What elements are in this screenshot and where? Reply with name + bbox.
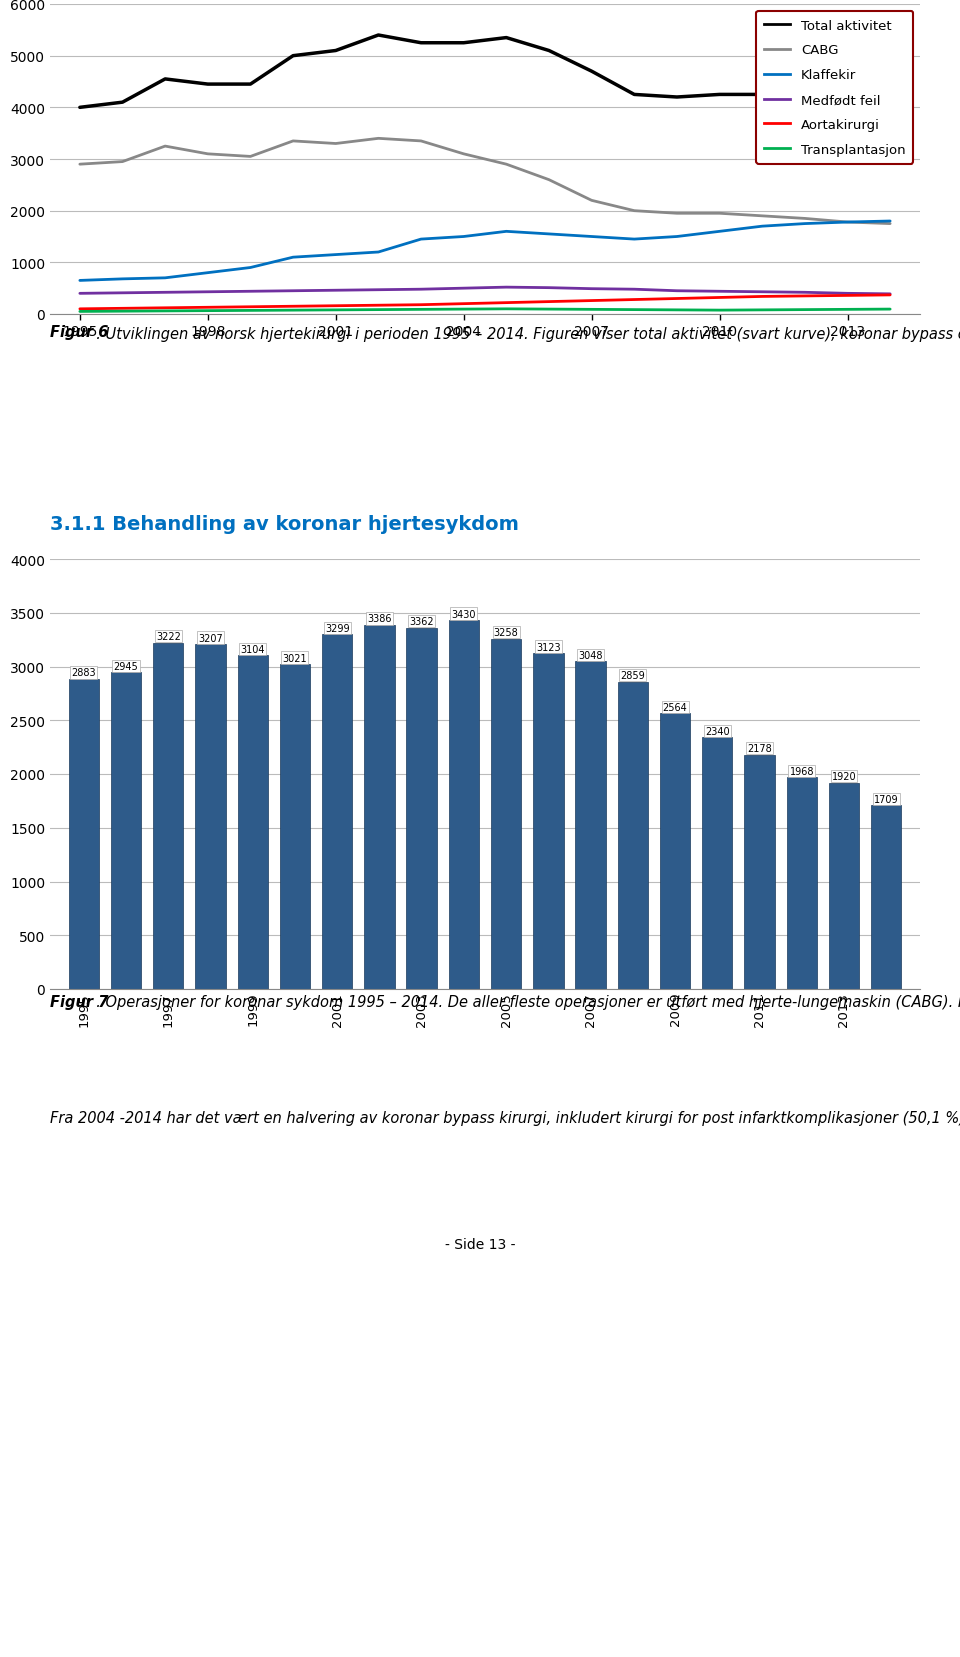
Bar (786, 779, 817, 989)
Text: Figur 6: Figur 6 (50, 325, 108, 340)
Text: 2564: 2564 (662, 703, 687, 713)
Text: . Utviklingen av norsk hjertekirurgi i perioden 1995 – 2014. Figuren viser total: . Utviklingen av norsk hjertekirurgi i p… (50, 325, 960, 341)
Text: 1968: 1968 (789, 767, 814, 777)
Bar (448, 621, 479, 989)
Legend: Total aktivitet, CABG, Klaffekir, Medfødt feil, Aortakirurgi, Transplantasjon: Total aktivitet, CABG, Klaffekir, Medfød… (756, 12, 913, 164)
Text: 3.1.1 Behandling av koronar hjertesykdom: 3.1.1 Behandling av koronar hjertesykdom (50, 515, 518, 534)
Bar (195, 645, 226, 989)
Text: . Operasjoner for koronar sykdom 1995 – 2014. De aller fleste operasjoner er utf: . Operasjoner for koronar sykdom 1995 – … (50, 994, 960, 1009)
Text: 3123: 3123 (536, 643, 561, 653)
Text: 3021: 3021 (282, 653, 307, 663)
Text: 1920: 1920 (831, 772, 856, 782)
Bar (744, 756, 775, 989)
Bar (828, 784, 859, 989)
Text: 1709: 1709 (874, 794, 899, 804)
Text: 3104: 3104 (240, 645, 265, 655)
Text: 3386: 3386 (367, 615, 392, 625)
Bar (279, 664, 310, 989)
Bar (491, 640, 521, 989)
Bar (237, 656, 268, 989)
Bar (533, 655, 564, 989)
Text: Figur 7: Figur 7 (50, 994, 108, 1009)
Text: 3207: 3207 (198, 633, 223, 643)
Bar (364, 626, 395, 989)
Bar (617, 683, 648, 989)
Text: Fra 2004 -2014 har det vært en halvering av koronar bypass kirurgi, inkludert ki: Fra 2004 -2014 har det vært en halvering… (50, 1110, 960, 1125)
Bar (660, 714, 690, 989)
Bar (322, 635, 352, 989)
Text: - Side 13 -: - Side 13 - (444, 1238, 516, 1251)
Bar (110, 673, 141, 989)
Bar (406, 628, 437, 989)
Text: 2340: 2340 (705, 726, 730, 736)
Text: 3222: 3222 (156, 631, 180, 641)
Bar (575, 661, 606, 989)
Text: 3362: 3362 (409, 616, 434, 626)
Text: 2945: 2945 (113, 661, 138, 671)
Bar (153, 643, 183, 989)
Text: 3048: 3048 (578, 650, 603, 661)
Text: 3258: 3258 (493, 628, 518, 638)
Bar (871, 805, 901, 989)
Text: 2178: 2178 (747, 744, 772, 754)
Text: 2883: 2883 (71, 668, 96, 678)
Bar (68, 679, 99, 989)
Text: 3430: 3430 (451, 610, 476, 620)
Bar (702, 737, 732, 989)
Text: 3299: 3299 (324, 623, 349, 633)
Text: 2859: 2859 (620, 671, 645, 681)
